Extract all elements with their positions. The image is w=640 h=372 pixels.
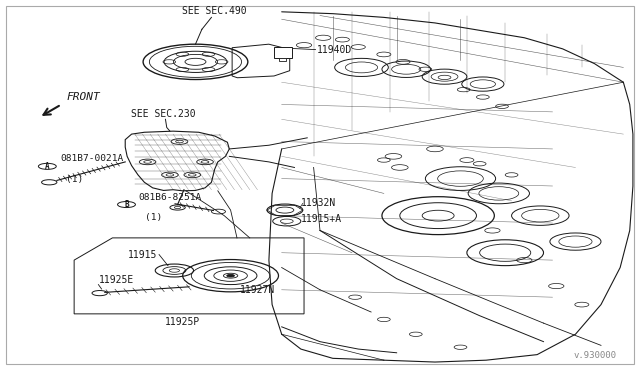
Text: v.930000: v.930000 — [574, 351, 617, 360]
Text: SEE SEC.230: SEE SEC.230 — [131, 109, 196, 119]
Text: 11915: 11915 — [128, 250, 157, 260]
Text: SEE SEC.490: SEE SEC.490 — [182, 6, 247, 16]
Bar — [278, 58, 286, 61]
Text: A: A — [45, 162, 50, 171]
Text: B: B — [124, 200, 129, 209]
Bar — [274, 46, 292, 58]
Text: 11940D: 11940D — [317, 45, 352, 55]
Text: 11925E: 11925E — [99, 275, 134, 285]
Text: 11927N: 11927N — [240, 285, 275, 295]
Text: 11932N: 11932N — [301, 198, 336, 208]
Text: 081B6-8251A: 081B6-8251A — [138, 193, 201, 202]
Text: 11925P: 11925P — [165, 317, 200, 327]
Text: FRONT: FRONT — [67, 92, 100, 102]
Ellipse shape — [227, 275, 234, 277]
Text: 11915+A: 11915+A — [301, 214, 342, 224]
Text: (1): (1) — [145, 214, 163, 222]
Text: 081B7-0021A: 081B7-0021A — [60, 154, 124, 163]
Text: (1): (1) — [65, 175, 83, 184]
